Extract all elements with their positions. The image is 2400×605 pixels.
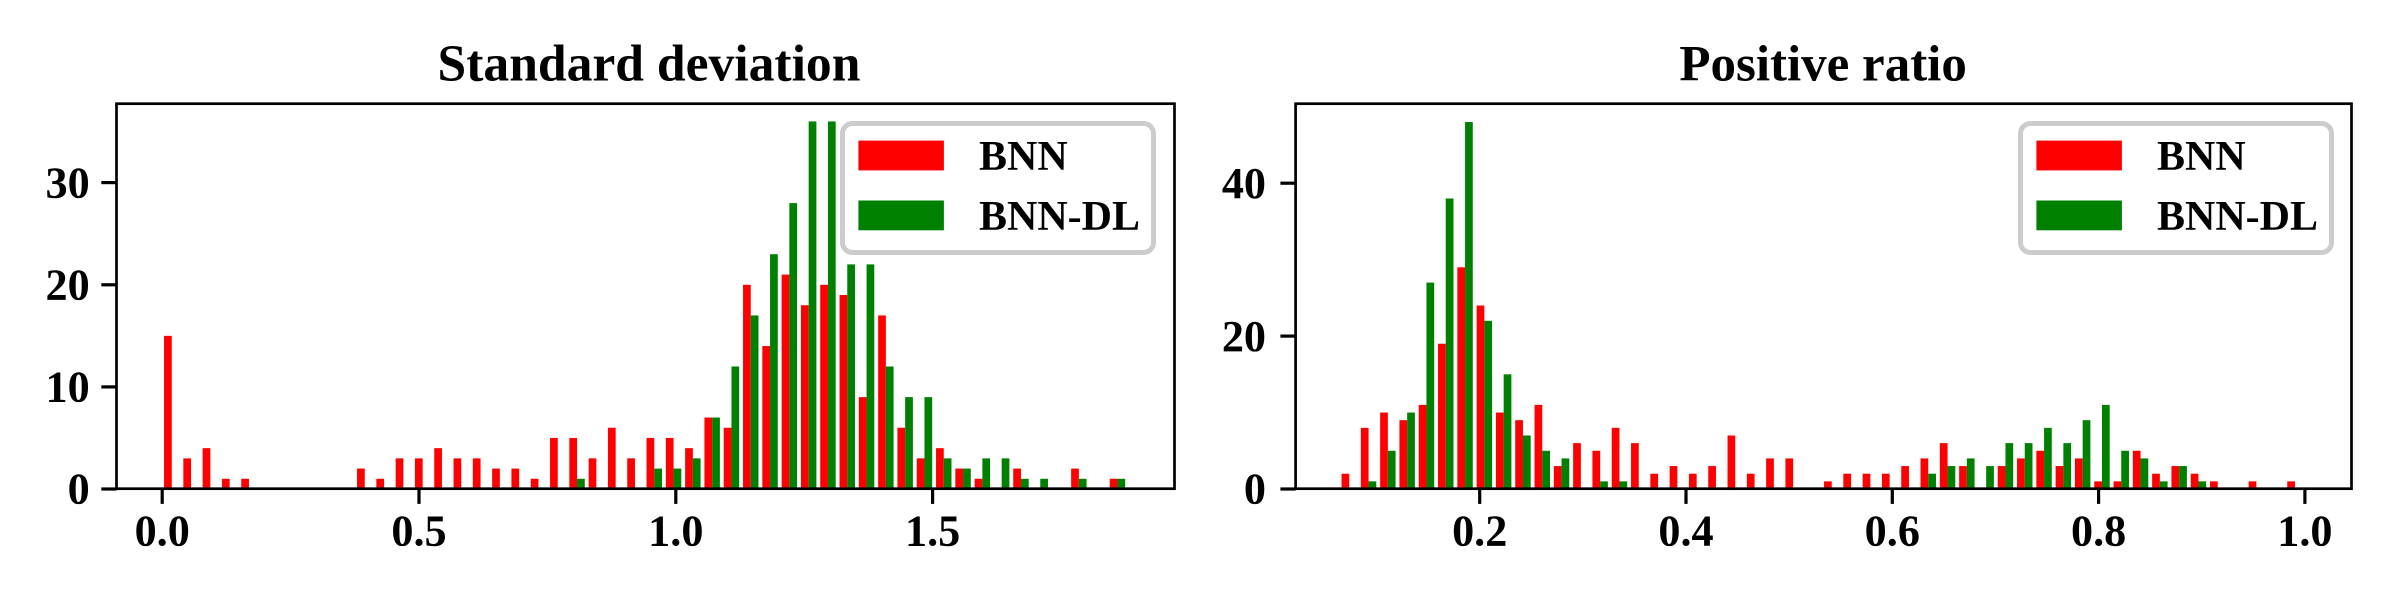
svg-text:1.0: 1.0 [648,507,703,556]
svg-text:30: 30 [46,158,90,207]
svg-text:BNN: BNN [979,134,1068,180]
svg-text:0.0: 0.0 [135,507,190,556]
svg-text:BNN-DL: BNN-DL [2157,194,2318,240]
svg-text:0: 0 [68,465,90,514]
svg-text:0.4: 0.4 [1658,507,1713,556]
svg-text:0.6: 0.6 [1865,507,1920,556]
svg-text:40: 40 [1222,159,1266,208]
svg-text:BNN: BNN [2157,134,2246,180]
svg-text:1.5: 1.5 [905,507,960,556]
svg-text:Standard deviation: Standard deviation [438,36,861,93]
svg-text:10: 10 [46,363,90,412]
svg-text:20: 20 [1222,312,1266,361]
svg-text:0.8: 0.8 [2071,507,2126,556]
svg-text:20: 20 [46,261,90,310]
svg-text:0.2: 0.2 [1452,507,1507,556]
svg-text:BNN-DL: BNN-DL [979,194,1140,240]
svg-text:Positive ratio: Positive ratio [1679,37,1967,93]
svg-text:0.5: 0.5 [391,507,446,556]
svg-text:0: 0 [1244,465,1266,514]
svg-text:1.0: 1.0 [2277,507,2332,556]
